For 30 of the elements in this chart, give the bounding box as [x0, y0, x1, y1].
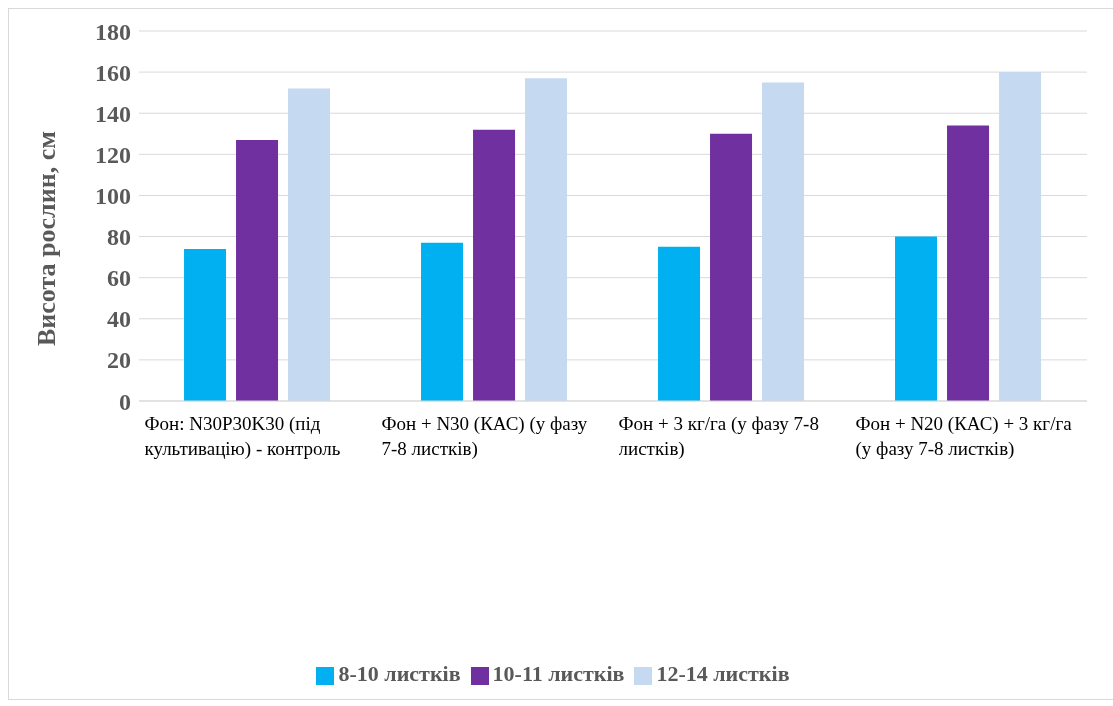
bar [999, 72, 1042, 401]
x-tick-label: Фон + 3 кг/га (у фазу 7-8 листків) [618, 412, 820, 461]
y-tick-label: 0 [119, 388, 131, 415]
bar [658, 246, 701, 401]
bar [947, 125, 990, 401]
bar [184, 248, 227, 401]
y-tick-label: 60 [107, 265, 131, 292]
bar [236, 139, 279, 401]
x-tick-label: Фон + N20 (КАС) + 3 кг/га (у фазу 7-8 листків) [855, 412, 1073, 461]
bar [710, 133, 753, 401]
y-tick-label: 140 [95, 100, 131, 127]
bar [895, 236, 938, 401]
x-tick-label: Фон + N30 (КАС) (у фазу 7-8 листків) [381, 412, 589, 461]
bar [525, 78, 568, 401]
y-tick-label: 40 [107, 306, 131, 333]
bar [288, 88, 331, 401]
y-axis-title: Висота рослин, см [32, 131, 62, 346]
y-tick-label: 20 [107, 347, 131, 374]
bar [473, 129, 516, 401]
legend-label: 8-10 листків [338, 661, 461, 686]
y-tick-label: 100 [95, 182, 131, 209]
bar [421, 242, 464, 401]
legend-label: 10-11 листків [492, 661, 625, 686]
y-tick-label: 120 [95, 141, 131, 168]
legend-label: 12-14 листків [656, 661, 790, 686]
x-tick-label: Фон: N30P30K30 (під культивацію) - контроль [144, 412, 342, 461]
y-tick-label: 80 [107, 224, 131, 251]
y-tick-label: 180 [95, 18, 131, 45]
y-tick-label: 160 [95, 59, 131, 86]
bar [762, 82, 805, 401]
